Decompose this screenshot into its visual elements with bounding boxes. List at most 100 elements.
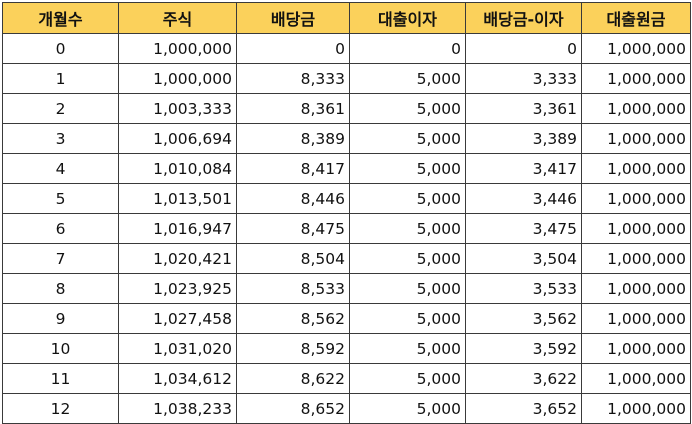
table-row: 4 1,010,084 8,417 5,000 3,417 1,000,000: [2, 153, 691, 184]
cell-dividend-minus-interest[interactable]: 3,333: [465, 63, 582, 94]
cell-loan-principal[interactable]: 1,000,000: [581, 63, 691, 94]
cell-stock[interactable]: 1,000,000: [118, 33, 237, 64]
cell-dividend-minus-interest[interactable]: 3,446: [465, 183, 582, 214]
cell-stock[interactable]: 1,006,694: [118, 123, 237, 154]
table-row: 9 1,027,458 8,562 5,000 3,562 1,000,000: [2, 303, 691, 334]
cell-months[interactable]: 2: [2, 93, 119, 124]
table-row: 11 1,034,612 8,622 5,000 3,622 1,000,000: [2, 363, 691, 394]
cell-months[interactable]: 0: [2, 33, 119, 64]
cell-dividend-minus-interest[interactable]: 3,475: [465, 213, 582, 244]
cell-dividend-minus-interest[interactable]: 3,417: [465, 153, 582, 184]
cell-loan-principal[interactable]: 1,000,000: [581, 153, 691, 184]
cell-dividend-minus-interest[interactable]: 3,652: [465, 393, 582, 424]
cell-stock[interactable]: 1,000,000: [118, 63, 237, 94]
cell-months[interactable]: 12: [2, 393, 119, 424]
cell-loan-interest[interactable]: 5,000: [349, 93, 466, 124]
cell-loan-interest[interactable]: 5,000: [349, 333, 466, 364]
table-row: 7 1,020,421 8,504 5,000 3,504 1,000,000: [2, 243, 691, 274]
cell-dividend[interactable]: 8,361: [236, 93, 350, 124]
table-row: 0 1,000,000 0 0 0 1,000,000: [2, 33, 691, 64]
cell-stock[interactable]: 1,020,421: [118, 243, 237, 274]
table-row: 12 1,038,233 8,652 5,000 3,652 1,000,000: [2, 393, 691, 424]
cell-dividend[interactable]: 8,562: [236, 303, 350, 334]
cell-loan-principal[interactable]: 1,000,000: [581, 273, 691, 304]
cell-stock[interactable]: 1,027,458: [118, 303, 237, 334]
cell-dividend-minus-interest[interactable]: 3,533: [465, 273, 582, 304]
header-stock[interactable]: 주식: [118, 2, 237, 34]
cell-dividend[interactable]: 8,475: [236, 213, 350, 244]
cell-loan-interest[interactable]: 0: [349, 33, 466, 64]
cell-months[interactable]: 9: [2, 303, 119, 334]
cell-stock[interactable]: 1,003,333: [118, 93, 237, 124]
table-row: 6 1,016,947 8,475 5,000 3,475 1,000,000: [2, 213, 691, 244]
cell-dividend-minus-interest[interactable]: 3,622: [465, 363, 582, 394]
table-row: 8 1,023,925 8,533 5,000 3,533 1,000,000: [2, 273, 691, 304]
cell-stock[interactable]: 1,010,084: [118, 153, 237, 184]
cell-dividend[interactable]: 8,417: [236, 153, 350, 184]
header-row: 개월수 주식 배당금 대출이자 배당금-이자 대출원금: [2, 2, 691, 34]
cell-dividend[interactable]: 8,446: [236, 183, 350, 214]
cell-dividend[interactable]: 0: [236, 33, 350, 64]
cell-loan-interest[interactable]: 5,000: [349, 183, 466, 214]
cell-dividend[interactable]: 8,389: [236, 123, 350, 154]
cell-stock[interactable]: 1,023,925: [118, 273, 237, 304]
header-months[interactable]: 개월수: [2, 2, 119, 34]
cell-dividend[interactable]: 8,333: [236, 63, 350, 94]
header-loan-principal[interactable]: 대출원금: [581, 2, 691, 34]
cell-loan-principal[interactable]: 1,000,000: [581, 393, 691, 424]
cell-loan-principal[interactable]: 1,000,000: [581, 303, 691, 334]
cell-loan-principal[interactable]: 1,000,000: [581, 363, 691, 394]
header-dividend-minus-interest[interactable]: 배당금-이자: [465, 2, 582, 34]
header-loan-interest[interactable]: 대출이자: [349, 2, 466, 34]
cell-stock[interactable]: 1,034,612: [118, 363, 237, 394]
cell-dividend-minus-interest[interactable]: 3,562: [465, 303, 582, 334]
table-row: 2 1,003,333 8,361 5,000 3,361 1,000,000: [2, 93, 691, 124]
cell-loan-principal[interactable]: 1,000,000: [581, 93, 691, 124]
cell-months[interactable]: 11: [2, 363, 119, 394]
cell-months[interactable]: 4: [2, 153, 119, 184]
cell-months[interactable]: 6: [2, 213, 119, 244]
cell-dividend[interactable]: 8,592: [236, 333, 350, 364]
cell-dividend-minus-interest[interactable]: 0: [465, 33, 582, 64]
cell-dividend-minus-interest[interactable]: 3,504: [465, 243, 582, 274]
header-dividend[interactable]: 배당금: [236, 2, 350, 34]
table-row: 3 1,006,694 8,389 5,000 3,389 1,000,000: [2, 123, 691, 154]
cell-loan-interest[interactable]: 5,000: [349, 243, 466, 274]
cell-dividend[interactable]: 8,622: [236, 363, 350, 394]
cell-months[interactable]: 8: [2, 273, 119, 304]
cell-months[interactable]: 7: [2, 243, 119, 274]
cell-loan-interest[interactable]: 5,000: [349, 393, 466, 424]
cell-loan-principal[interactable]: 1,000,000: [581, 33, 691, 64]
cell-stock[interactable]: 1,031,020: [118, 333, 237, 364]
cell-dividend[interactable]: 8,533: [236, 273, 350, 304]
cell-dividend-minus-interest[interactable]: 3,361: [465, 93, 582, 124]
cell-loan-principal[interactable]: 1,000,000: [581, 123, 691, 154]
cell-loan-interest[interactable]: 5,000: [349, 363, 466, 394]
cell-loan-interest[interactable]: 5,000: [349, 273, 466, 304]
table-row: 5 1,013,501 8,446 5,000 3,446 1,000,000: [2, 183, 691, 214]
cell-loan-interest[interactable]: 5,000: [349, 153, 466, 184]
cell-months[interactable]: 5: [2, 183, 119, 214]
cell-loan-interest[interactable]: 5,000: [349, 213, 466, 244]
cell-months[interactable]: 3: [2, 123, 119, 154]
table-row: 10 1,031,020 8,592 5,000 3,592 1,000,000: [2, 333, 691, 364]
cell-loan-interest[interactable]: 5,000: [349, 123, 466, 154]
cell-loan-principal[interactable]: 1,000,000: [581, 333, 691, 364]
cell-stock[interactable]: 1,013,501: [118, 183, 237, 214]
cell-months[interactable]: 1: [2, 63, 119, 94]
table-body: 0 1,000,000 0 0 0 1,000,000 1 1,000,000 8,333 5,0…: [2, 33, 691, 424]
cell-loan-principal[interactable]: 1,000,000: [581, 243, 691, 274]
cell-loan-principal[interactable]: 1,000,000: [581, 183, 691, 214]
cell-loan-interest[interactable]: 5,000: [349, 63, 466, 94]
cell-loan-principal[interactable]: 1,000,000: [581, 213, 691, 244]
cell-stock[interactable]: 1,016,947: [118, 213, 237, 244]
cell-dividend[interactable]: 8,652: [236, 393, 350, 424]
cell-months[interactable]: 10: [2, 333, 119, 364]
cell-dividend-minus-interest[interactable]: 3,389: [465, 123, 582, 154]
cell-stock[interactable]: 1,038,233: [118, 393, 237, 424]
cell-dividend[interactable]: 8,504: [236, 243, 350, 274]
cell-loan-interest[interactable]: 5,000: [349, 303, 466, 334]
cell-dividend-minus-interest[interactable]: 3,592: [465, 333, 582, 364]
table-row: 1 1,000,000 8,333 5,000 3,333 1,000,000: [2, 63, 691, 94]
